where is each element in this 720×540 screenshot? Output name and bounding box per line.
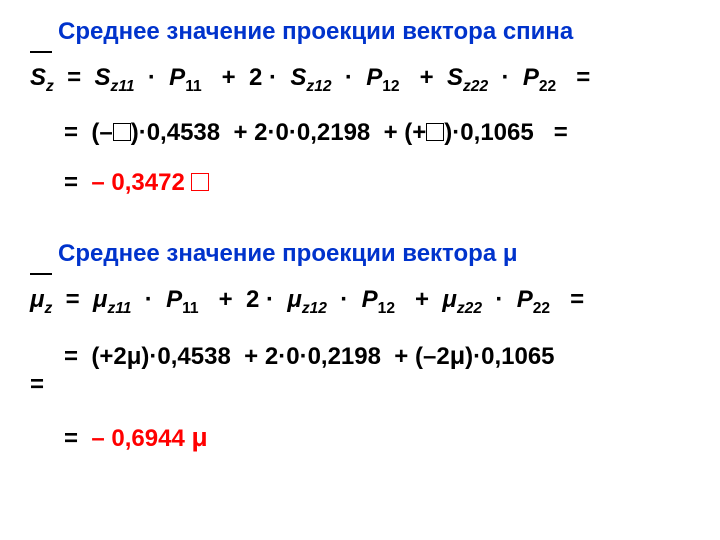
term-coef: P <box>517 286 533 313</box>
section2-dangling-equals: = <box>30 371 690 400</box>
cdot: · <box>300 343 308 370</box>
term-sub: z12 <box>302 300 327 317</box>
cdot: · <box>495 64 516 91</box>
section2-result: = – 0,6944 μ <box>30 422 690 454</box>
term-coefsub: 11 <box>182 300 198 317</box>
mu-symbol: μ <box>127 343 142 370</box>
term-sub: z12 <box>306 78 331 95</box>
two: 2 <box>254 119 267 146</box>
section1-title: Среднее значение проекции вектора спина <box>30 18 690 46</box>
mu-symbol: μ <box>191 422 207 452</box>
cdot: · <box>289 119 297 146</box>
p1: 0,4538 <box>157 343 230 370</box>
term-coef: P <box>366 64 382 91</box>
sign: – <box>423 343 436 370</box>
term-coefsub: 12 <box>378 300 395 317</box>
section2-line1: μz = μz11 · P11 + 2 · μz12 · P12 + μz22 … <box>30 286 690 319</box>
term-coef: P <box>362 286 378 313</box>
page-root: Среднее значение проекции вектора спина … <box>0 0 720 454</box>
leading: 2 · <box>246 286 274 313</box>
hbar-placeholder-icon <box>113 123 131 141</box>
section1-result: = – 0,3472 <box>30 169 690 198</box>
result-value: 0,3472 <box>111 169 184 196</box>
cdot: · <box>138 286 159 313</box>
cdot: · <box>268 119 276 146</box>
section1-line2: = (–)·0,4538 + 2·0·0,2198 + (+)·0,1065 = <box>30 119 690 148</box>
term-coef: P <box>169 64 185 91</box>
term-var: μ <box>442 286 456 313</box>
term-var: S <box>447 64 463 91</box>
section1-line1: Sz = Sz11 · P11 + 2 · Sz12 · P12 + Sz22 … <box>30 64 690 97</box>
cdot: · <box>473 343 481 370</box>
result-sign: – <box>91 169 104 196</box>
p2: 0,2198 <box>297 119 370 146</box>
p3: 0,1065 <box>460 119 533 146</box>
cdot: · <box>278 343 286 370</box>
term-coef: P <box>523 64 539 91</box>
zero: 0 <box>286 343 299 370</box>
two: 2 <box>265 343 278 370</box>
term-coef: P <box>166 286 182 313</box>
spacer <box>30 220 690 240</box>
hbar-placeholder-icon <box>426 123 444 141</box>
sign: + <box>412 119 426 146</box>
cdot: · <box>141 64 162 91</box>
cdot: · <box>139 119 147 146</box>
p1: 0,4538 <box>147 119 220 146</box>
section2-title: Среднее значение проекции вектора μ <box>30 240 690 268</box>
result-text: – 0,3472 <box>91 169 209 196</box>
term-sub: z22 <box>463 78 488 95</box>
term-var: μ <box>287 286 301 313</box>
cdot: · <box>489 286 510 313</box>
term-coefsub: 22 <box>533 300 550 317</box>
term-sub: z22 <box>457 300 482 317</box>
p2: 0,2198 <box>308 343 381 370</box>
overbar: Sz <box>30 64 54 97</box>
p3: 0,1065 <box>481 343 554 370</box>
sign: + <box>99 343 113 370</box>
term-var: μ <box>93 286 107 313</box>
mu-symbol: μ <box>503 240 518 267</box>
result-sign: – <box>91 425 104 452</box>
sub-z: z <box>46 78 54 95</box>
mu-symbol: μ <box>450 342 465 370</box>
result-value: 0,6944 <box>111 425 184 452</box>
term-sub: z11 <box>111 78 135 95</box>
term-var: S <box>95 64 111 91</box>
term-var: S <box>290 64 306 91</box>
term-coefsub: 12 <box>382 78 399 95</box>
section2-line2: = (+2μ)·0,4538 + 2·0·0,2198 + (–2μ)·0,10… <box>30 341 690 372</box>
hbar-placeholder-icon <box>191 173 209 191</box>
term-sub: z11 <box>107 300 131 317</box>
zero: 0 <box>276 119 289 146</box>
coef: 2 <box>436 343 449 370</box>
leading: 2 · <box>249 64 277 91</box>
cdot: · <box>334 286 355 313</box>
sign: – <box>99 119 112 146</box>
sub-z: z <box>44 300 52 317</box>
cdot: · <box>338 64 359 91</box>
var-S: S <box>30 64 46 91</box>
result-text: – 0,6944 μ <box>91 425 207 452</box>
title-prefix: Среднее значение проекции вектора <box>58 240 503 267</box>
overbar: μz <box>30 286 52 319</box>
var-mu: μ <box>30 286 44 313</box>
coef: 2 <box>113 343 126 370</box>
term-coefsub: 22 <box>539 78 556 95</box>
term-coefsub: 11 <box>185 78 201 95</box>
